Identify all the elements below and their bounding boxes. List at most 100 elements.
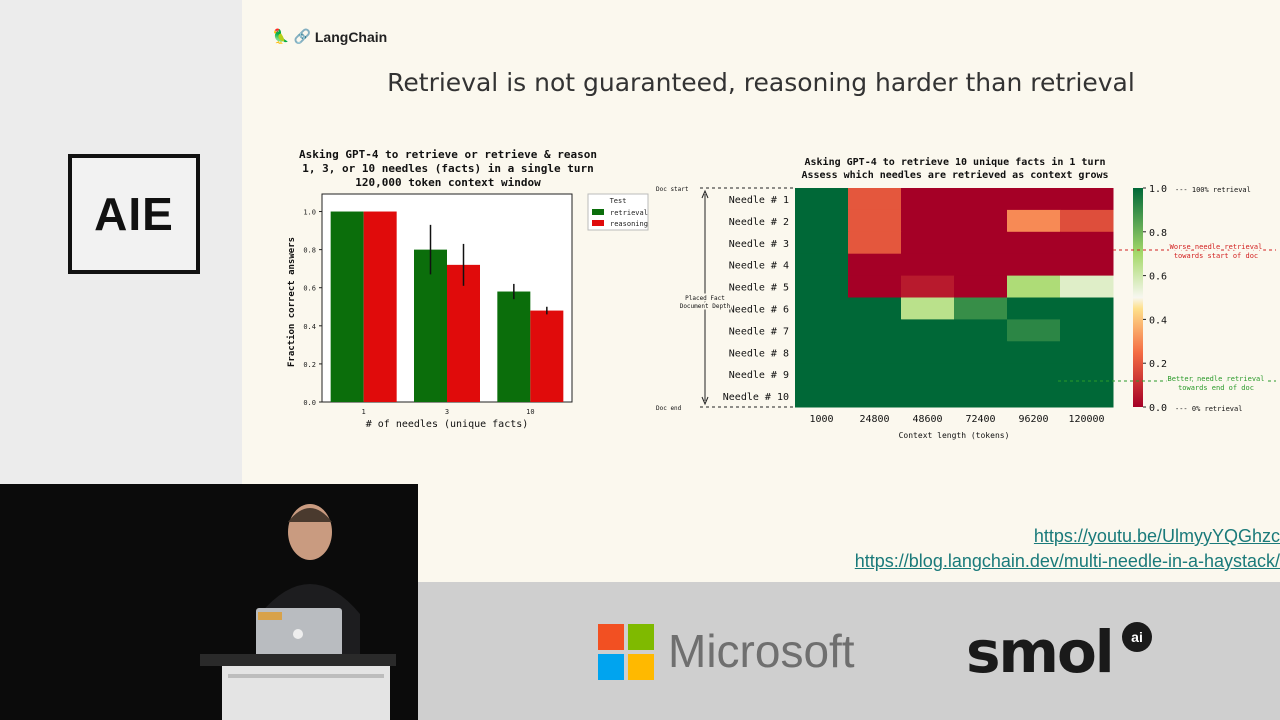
- x-tick-label: 72400: [965, 414, 995, 425]
- y-tick-label: Needle # 9: [729, 370, 789, 381]
- heatmap-cell: [901, 385, 955, 408]
- worse-retrieval-note: Worse needle retrieval: [1170, 243, 1263, 251]
- x-axis-label: Context length (tokens): [899, 431, 1010, 440]
- heatmap-cell: [795, 319, 849, 342]
- microsoft-logo-icon: [598, 624, 654, 680]
- heatmap-cell: [954, 275, 1008, 298]
- heatmap-cell: [795, 297, 849, 320]
- heatmap-cell: [848, 231, 902, 255]
- heatmap-cell: [848, 253, 902, 277]
- heatmap-cell: [848, 363, 902, 386]
- heatmap-cell: [954, 297, 1008, 320]
- legend-label-retrieval: retrieval: [610, 209, 648, 217]
- bar-reasoning: [363, 211, 397, 402]
- slide-title: Retrieval is not guaranteed, reasoning h…: [387, 68, 1135, 97]
- heatmap-cell: [954, 188, 1008, 211]
- heatmap-cell: [1060, 341, 1114, 364]
- heatmap-cell: [795, 231, 849, 255]
- depth-arrow-head-top: [701, 189, 709, 199]
- langchain-brand: LangChain: [314, 28, 388, 45]
- y-tick-label: Needle # 8: [729, 348, 789, 359]
- heatmap-cell: [795, 341, 849, 364]
- depth-arrow-head-bottom: [701, 396, 709, 406]
- blog-link[interactable]: https://blog.langchain.dev/multi-needle-…: [854, 551, 1280, 571]
- colorbar-top-note: --- 100% retrieval: [1175, 186, 1251, 194]
- heatmap-cell: [848, 188, 902, 211]
- heatmap-cell: [848, 341, 902, 364]
- y-tick-label: 0.4: [303, 323, 316, 331]
- heatmap-cell: [1007, 231, 1061, 255]
- heatmap-cell: [795, 363, 849, 386]
- heatmap-cell: [1060, 363, 1114, 386]
- speaker-video: [0, 484, 418, 720]
- colorbar-tick-label: 1.0: [1149, 184, 1167, 195]
- colorbar-tick-label: 0.8: [1149, 228, 1167, 239]
- heatmap-cell: [1007, 253, 1061, 277]
- conference-sidebar: AIE: [0, 0, 242, 484]
- x-tick-label: 1: [362, 408, 366, 416]
- heatmap-cell: [954, 385, 1008, 408]
- heatmap-cell: [1007, 319, 1061, 342]
- langchain-logo: 🦜 🔗 LangChain: [272, 28, 387, 45]
- heatmap-cell: [848, 275, 902, 298]
- y-axis-label: Fraction correct answers: [286, 237, 297, 367]
- heatmap-cell: [954, 231, 1008, 255]
- heatmap-cell: [1060, 385, 1114, 408]
- heatmap-cell: [1007, 297, 1061, 320]
- heatmap-cell: [848, 319, 902, 342]
- y-tick-label: Needle # 5: [729, 283, 789, 294]
- heatmap-cell: [954, 341, 1008, 364]
- aie-logo-text: AIE: [94, 188, 174, 240]
- legend-swatch-retrieval: [592, 209, 604, 215]
- heatmap-cell: [795, 253, 849, 277]
- heatmap-cell: [1060, 319, 1114, 342]
- y-axis-label: Document Depth: [680, 303, 731, 310]
- worse-retrieval-note: towards start of doc: [1174, 252, 1258, 260]
- x-tick-label: 48600: [912, 414, 942, 425]
- heatmap-cell: [848, 297, 902, 320]
- heatmap-cell: [954, 363, 1008, 386]
- heatmap-cell: [1007, 341, 1061, 364]
- chart-title-line: 120,000 token context window: [355, 176, 541, 189]
- colorbar-bottom-note: --- 0% retrieval: [1175, 405, 1242, 413]
- y-tick-label: Needle # 7: [729, 326, 789, 337]
- y-tick-label: 1.0: [303, 209, 316, 217]
- heatmap-cell: [954, 209, 1008, 233]
- heatmap-cell: [795, 188, 849, 211]
- legend-title: Test: [610, 197, 627, 205]
- x-axis-label: # of needles (unique facts): [366, 419, 529, 430]
- smol-ai-wordmark: smol: [966, 618, 1115, 686]
- y-tick-label: Needle # 3: [729, 239, 789, 250]
- chart-title-line: Asking GPT-4 to retrieve or retrieve & r…: [299, 148, 597, 161]
- heatmap-cell: [1007, 275, 1061, 298]
- heatmap-chart: Asking GPT-4 to retrieve 10 unique facts…: [656, 156, 1276, 440]
- y-axis-label: Placed Fact: [685, 295, 725, 302]
- heatmap-cell: [848, 385, 902, 408]
- x-tick-label: 96200: [1018, 414, 1048, 425]
- heatmap-cell: [901, 297, 955, 320]
- sponsor-banner: Microsoft smol ai: [418, 582, 1280, 720]
- heatmap-cell: [901, 363, 955, 386]
- heatmap-cell: [1060, 231, 1114, 255]
- legend-swatch-reasoning: [592, 220, 604, 226]
- heatmap-cell: [795, 385, 849, 408]
- heatmap-cell: [1007, 209, 1061, 233]
- youtube-link[interactable]: https://youtu.be/UlmyyYQGhzc: [1033, 526, 1280, 546]
- heatmap-cell: [795, 275, 849, 298]
- smol-ai-badge: ai: [1122, 622, 1152, 652]
- heatmap-cell: [901, 319, 955, 342]
- aie-logo: AIE: [68, 154, 200, 274]
- better-retrieval-note: Better needle retrieval: [1168, 375, 1265, 383]
- colorbar-tick-label: 0.6: [1149, 272, 1167, 283]
- heatmap-cell: [901, 341, 955, 364]
- heatmap-cell: [901, 231, 955, 255]
- heatmap-cell: [901, 209, 955, 233]
- heatmap-cell: [1060, 209, 1114, 233]
- chain-link-icon: 🔗: [293, 28, 311, 44]
- heatmap-cell: [1060, 297, 1114, 320]
- y-tick-label: 0.6: [303, 285, 316, 293]
- bar-retrieval: [414, 249, 447, 402]
- heatmap-cell: [954, 319, 1008, 342]
- doc-start-label: Doc start: [656, 186, 689, 193]
- heatmap-cell: [901, 253, 955, 277]
